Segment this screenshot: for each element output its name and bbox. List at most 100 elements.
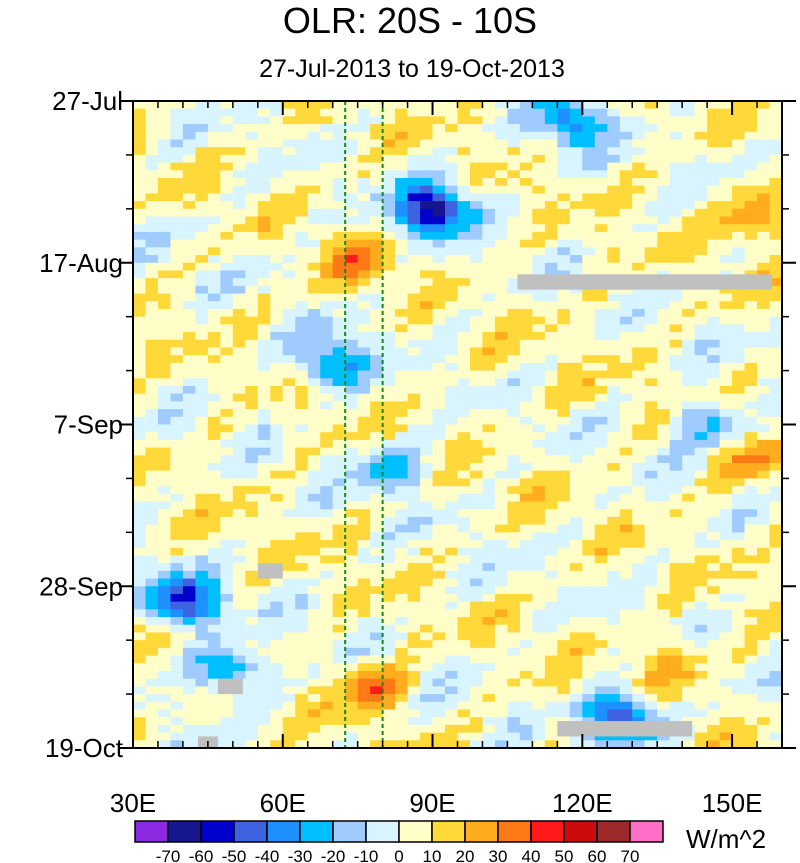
heat-cell [232, 478, 246, 487]
heat-cell [245, 570, 259, 580]
heat-cell [532, 547, 546, 557]
heat-cell [307, 185, 321, 195]
heat-cell [769, 486, 782, 495]
heat-cell [182, 447, 196, 456]
heat-cell [644, 516, 658, 526]
heat-cell [395, 463, 409, 472]
heat-cell [507, 385, 521, 395]
heat-cell [532, 255, 546, 264]
heat-cell [757, 593, 771, 603]
heat-cell [195, 486, 209, 495]
heat-cell [669, 301, 683, 310]
heat-cell [757, 239, 771, 248]
heat-cell [457, 709, 471, 718]
heat-cell [270, 663, 284, 672]
heat-cell [744, 740, 758, 748]
heat-cell [694, 293, 708, 302]
heat-cell [133, 563, 147, 572]
heat-cell [407, 124, 421, 133]
heat-cell [133, 424, 147, 433]
heat-cell [532, 101, 546, 110]
heat-cell [445, 154, 459, 164]
heat-cell [170, 116, 184, 125]
heat-cell [282, 208, 296, 218]
heat-cell [757, 570, 771, 580]
heat-cell [769, 308, 782, 318]
heat-cell [295, 393, 309, 402]
heat-cell [682, 624, 696, 634]
heat-cell [544, 663, 558, 672]
heat-cell [133, 478, 147, 487]
heat-cell [295, 308, 309, 318]
heat-cell [207, 601, 221, 610]
heat-cell [532, 570, 546, 580]
heat-cell [382, 124, 396, 133]
heat-cell [657, 509, 671, 518]
heat-cell [407, 601, 421, 610]
heat-cell [469, 524, 484, 533]
heat-cell [382, 193, 396, 202]
heat-cell [220, 455, 234, 464]
heat-cell [682, 255, 696, 264]
heat-cell [157, 378, 172, 387]
heat-cell [257, 339, 271, 349]
heat-cell [544, 624, 558, 634]
heat-cell [494, 516, 509, 526]
heat-cell [669, 247, 683, 256]
heat-cell [257, 170, 271, 179]
heat-cell [544, 424, 558, 433]
heat-cell [370, 185, 384, 195]
heat-cell [270, 501, 284, 510]
heat-cell [345, 385, 359, 395]
heat-cell [232, 663, 246, 672]
heat-cell [744, 578, 758, 587]
heat-cell [407, 355, 421, 364]
heat-cell [232, 170, 246, 179]
heat-cell [307, 124, 321, 133]
heat-cell [594, 640, 608, 649]
heat-cell [270, 108, 284, 117]
heat-cell [744, 717, 758, 726]
heat-cell [469, 316, 484, 325]
heat-cell [732, 339, 746, 349]
heat-cell [295, 593, 309, 603]
heat-cell [382, 239, 396, 248]
heat-cell [544, 570, 558, 580]
heat-cell [482, 162, 496, 171]
heat-cell [133, 193, 147, 202]
heat-cell [145, 617, 159, 626]
heat-cell [332, 540, 346, 549]
heat-cell [345, 139, 359, 148]
heat-cell [644, 601, 658, 610]
heat-cell [332, 593, 346, 603]
heat-cell [507, 409, 521, 418]
heat-cell [619, 216, 633, 225]
colorbar-label: 50 [555, 847, 574, 863]
heat-cell [582, 108, 596, 117]
heat-cell [507, 601, 521, 610]
heat-cell [494, 478, 509, 487]
heat-cell [432, 532, 446, 541]
heat-cell [757, 678, 771, 687]
heat-cell [420, 224, 434, 233]
heat-cell [295, 663, 309, 672]
heat-cell [569, 455, 583, 464]
heat-cell [145, 178, 159, 187]
heat-cell [594, 439, 608, 449]
heat-cell [407, 486, 421, 495]
heat-cell [507, 478, 521, 487]
heat-cell [457, 293, 471, 302]
heat-cell [420, 570, 434, 580]
heat-cell [395, 378, 409, 387]
heat-cell [457, 239, 471, 248]
heat-cell [282, 617, 296, 626]
heat-cell [357, 424, 371, 433]
heat-cell [445, 147, 459, 156]
heat-cell [544, 393, 558, 402]
heat-cell [420, 401, 434, 410]
heat-cell [320, 178, 334, 187]
heat-cell [232, 655, 246, 664]
heat-cell [395, 185, 409, 195]
heat-cell [307, 470, 321, 480]
heat-cell [157, 640, 172, 649]
